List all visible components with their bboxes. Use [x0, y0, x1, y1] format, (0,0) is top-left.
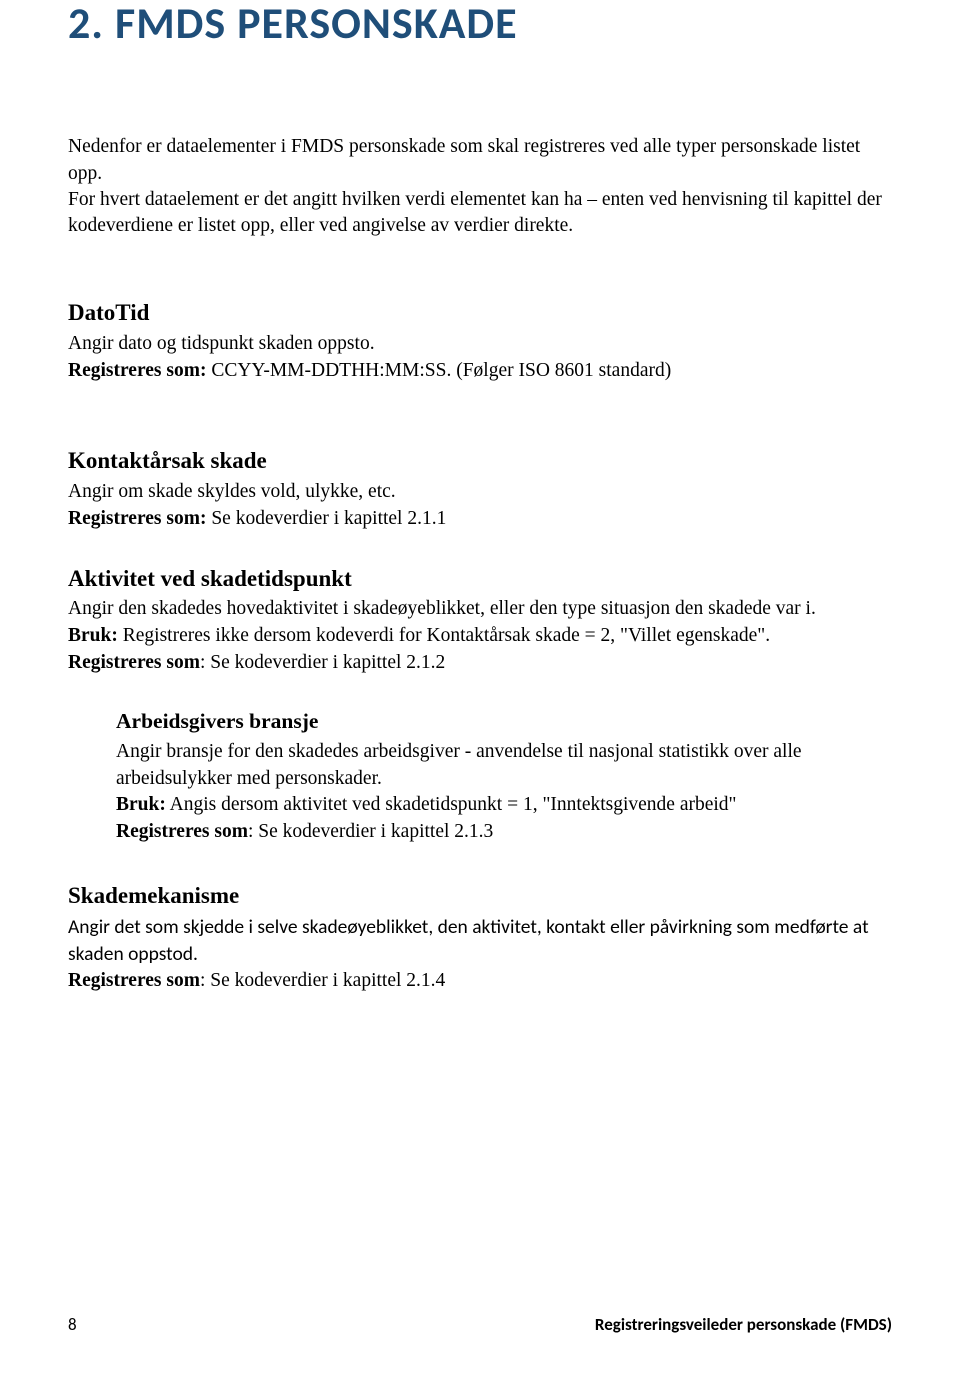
section-title-aktivitet: Aktivitet ved skadetidspunkt	[68, 563, 892, 595]
section-skademekanisme: Skademekanisme Angir det som skjedde i s…	[68, 880, 892, 994]
reg-label: Registreres som:	[68, 360, 206, 381]
reg-label: Registreres som	[116, 821, 248, 842]
section-reg-kontaktarsak: Registreres som: Se kodeverdier i kapitt…	[68, 506, 892, 533]
section-reg-datotid: Registreres som: CCYY-MM-DDTHH:MM:SS. (F…	[68, 358, 892, 385]
section-arbeidsgivers-bransje: Arbeidsgivers bransje Angir bransje for …	[116, 707, 892, 846]
section-datotid: DatoTid Angir dato og tidspunkt skaden o…	[68, 297, 892, 385]
bruk-text: Angis dersom aktivitet ved skadetidspunk…	[166, 794, 737, 815]
section-bruk-bransje: Bruk: Angis dersom aktivitet ved skadeti…	[116, 792, 892, 819]
reg-text: CCYY-MM-DDTHH:MM:SS. (Følger ISO 8601 st…	[206, 360, 671, 381]
section-reg-aktivitet: Registreres som: Se kodeverdier i kapitt…	[68, 650, 892, 677]
section-reg-skademekanisme: Registreres som: Se kodeverdier i kapitt…	[68, 968, 892, 995]
reg-text: : Se kodeverdier i kapittel 2.1.3	[248, 821, 493, 842]
intro-paragraph-1: Nedenfor er dataelementer i FMDS persons…	[68, 134, 892, 187]
page-footer: 8 Registreringsveileder personskade (FMD…	[68, 1314, 892, 1335]
section-title-datotid: DatoTid	[68, 297, 892, 329]
reg-label: Registreres som:	[68, 508, 206, 529]
page-title: 2. FMDS PERSONSKADE	[68, 0, 892, 46]
page-number: 8	[68, 1314, 77, 1335]
section-title-kontaktarsak: Kontaktårsak skade	[68, 445, 892, 477]
section-bruk-aktivitet: Bruk: Registreres ikke dersom kodeverdi …	[68, 623, 892, 650]
intro-paragraph-2: For hvert dataelement er det angitt hvil…	[68, 187, 892, 240]
section-aktivitet: Aktivitet ved skadetidspunkt Angir den s…	[68, 563, 892, 677]
bruk-label: Bruk:	[68, 625, 118, 646]
reg-text: : Se kodeverdier i kapittel 2.1.2	[200, 652, 445, 673]
reg-text: : Se kodeverdier i kapittel 2.1.4	[200, 970, 445, 991]
section-desc-skademekanisme: Angir det som skjedde i selve skadeøyebl…	[68, 914, 892, 968]
bruk-label: Bruk:	[116, 794, 166, 815]
section-title-skademekanisme: Skademekanisme	[68, 880, 892, 912]
page-container: 2. FMDS PERSONSKADE Nedenfor er dataelem…	[0, 0, 960, 1379]
section-desc-kontaktarsak: Angir om skade skyldes vold, ulykke, etc…	[68, 479, 892, 506]
section-desc-aktivitet: Angir den skadedes hovedaktivitet i skad…	[68, 596, 892, 623]
section-kontaktarsak: Kontaktårsak skade Angir om skade skylde…	[68, 445, 892, 533]
reg-text: Se kodeverdier i kapittel 2.1.1	[206, 508, 446, 529]
reg-label: Registreres som	[68, 652, 200, 673]
footer-doc-title: Registreringsveileder personskade (FMDS)	[595, 1314, 892, 1335]
section-title-bransje: Arbeidsgivers bransje	[116, 707, 892, 737]
section-desc-datotid: Angir dato og tidspunkt skaden oppsto.	[68, 331, 892, 358]
section-desc-bransje: Angir bransje for den skadedes arbeidsgi…	[116, 739, 892, 793]
bruk-text: Registreres ikke dersom kodeverdi for Ko…	[118, 625, 770, 646]
reg-label: Registreres som	[68, 970, 200, 991]
section-reg-bransje: Registreres som: Se kodeverdier i kapitt…	[116, 819, 892, 846]
